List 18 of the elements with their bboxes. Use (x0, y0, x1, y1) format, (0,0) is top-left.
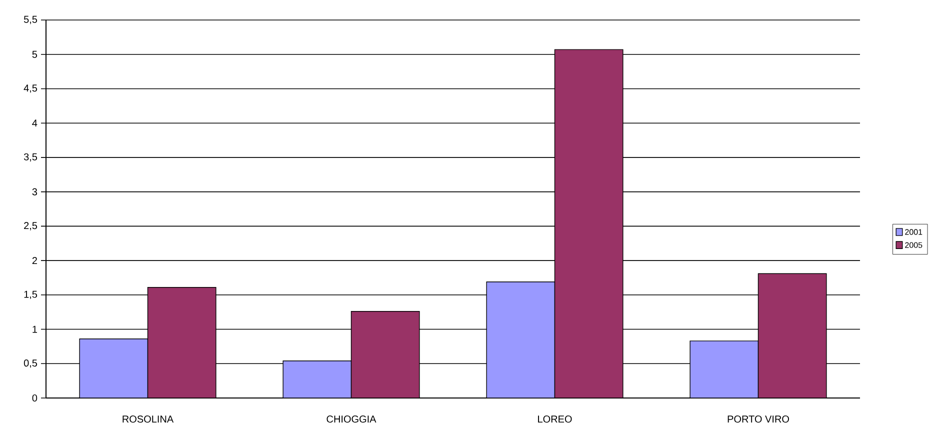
y-tick-label: 1,5 (24, 290, 38, 299)
y-tick-label: 1 (32, 326, 37, 333)
y-tick-label: 3 (32, 188, 38, 196)
y-tick-label: 0 (32, 394, 38, 402)
x-tick-label: PORTO VIRO (728, 416, 789, 423)
y-tick-label: 2 (32, 257, 37, 264)
x-tick-label: CHIOGGIA (326, 416, 376, 423)
y-tick-label: 3,5 (24, 153, 38, 162)
x-tick-label: ROSOLINA (122, 416, 174, 423)
y-tick-label: 2,5 (24, 222, 38, 230)
x-tick-label: LOREO (538, 416, 572, 423)
y-tick-label: 4 (32, 120, 38, 127)
legend-label: 2001 (905, 229, 922, 235)
y-tick-label: 4,5 (24, 84, 38, 93)
legend-label: 2005 (905, 242, 922, 248)
y-tick-label: 5 (32, 50, 38, 58)
y-tick-label: 0,5 (24, 360, 38, 368)
y-tick-label: 5,5 (24, 16, 38, 24)
